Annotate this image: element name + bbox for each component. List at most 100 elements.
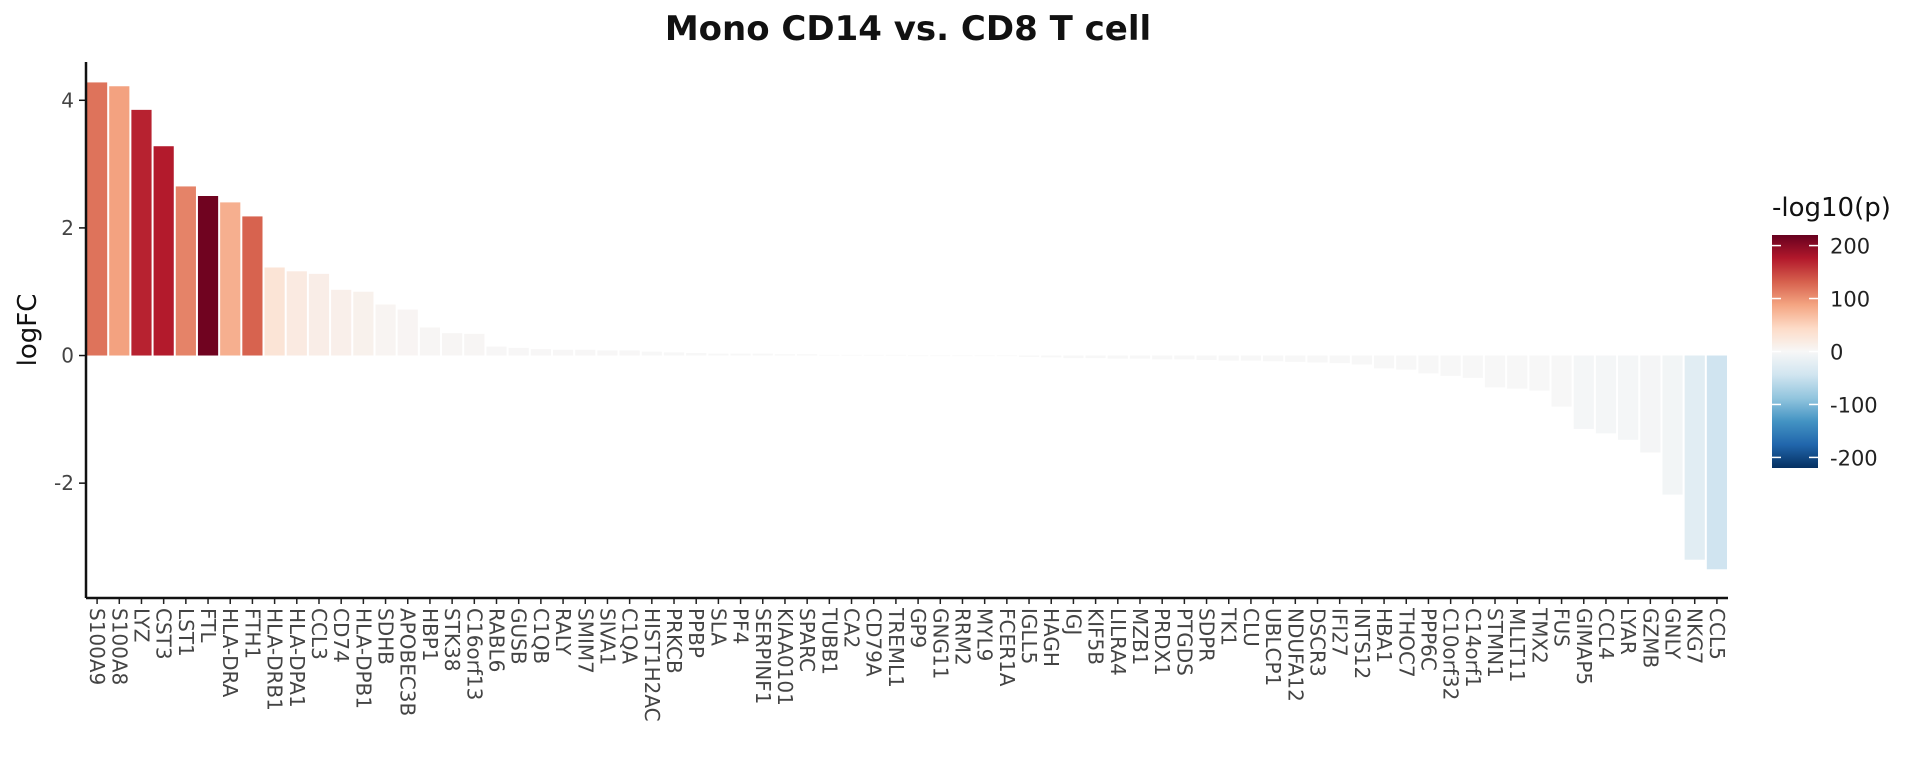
x-tick-label: C10orf32	[1439, 608, 1463, 700]
x-tick-label: CD74	[329, 608, 353, 663]
bar-c16orf13	[464, 333, 485, 356]
bar-sdpr	[1196, 355, 1217, 360]
x-tick-label: CCL4	[1594, 608, 1618, 660]
bar-lilra4	[1107, 355, 1128, 359]
bar-mllt11	[1507, 355, 1528, 389]
bar-fcer1a	[996, 355, 1017, 357]
x-tick-label: HLA-DPB1	[351, 608, 375, 709]
x-tick-label: GP9	[906, 608, 930, 648]
x-tick-label: FUS	[1550, 608, 1574, 647]
bar-sla	[708, 353, 729, 356]
x-tick-label: HAGH	[1039, 608, 1063, 667]
bar-clu	[1240, 355, 1262, 361]
bar-hla-drb1	[264, 267, 285, 356]
x-tick-label: C1QA	[618, 608, 642, 664]
x-tick-label: CCL3	[307, 608, 331, 660]
bar-hla-dra	[220, 202, 241, 356]
bar-c1qa	[619, 350, 640, 356]
x-tick-label: S100A8	[107, 608, 131, 685]
x-tick-label: HBP1	[418, 608, 442, 662]
x-tick-label: LYAR	[1616, 608, 1640, 655]
bar-fus	[1551, 355, 1572, 407]
x-tick-label: FTH1	[240, 608, 264, 659]
bar-ccl5	[1706, 355, 1727, 570]
bar-hist1h2ac	[641, 351, 662, 356]
bar-hla-dpa1	[286, 271, 307, 356]
bar-gp9	[908, 355, 929, 357]
x-tick-label: RRM2	[950, 608, 974, 666]
x-tick-label: SDPR	[1195, 608, 1219, 662]
bar-igj	[1063, 355, 1084, 359]
x-tick-label: HBA1	[1372, 608, 1396, 663]
x-tick-label: APOBEC3B	[396, 608, 420, 716]
bar-lyar	[1618, 355, 1639, 440]
x-tick-label: GUSB	[507, 608, 531, 665]
bar-ppbp	[686, 352, 707, 356]
y-tick-label: 2	[61, 216, 74, 240]
x-tick-label: NKG7	[1683, 608, 1707, 664]
bar-ints12	[1351, 355, 1372, 365]
bar-ftl	[197, 196, 219, 356]
x-tick-label: SLA	[706, 608, 730, 646]
x-tick-label: HLA-DRA	[218, 608, 242, 698]
y-tick-label: 4	[61, 88, 74, 112]
x-tick-label: FCER1A	[995, 608, 1019, 687]
x-tick-label: CLU	[1239, 608, 1263, 647]
bar-serpinf1	[752, 353, 773, 356]
x-tick-label: LYZ	[129, 608, 153, 642]
x-tick-label: CCL5	[1705, 608, 1729, 660]
chart-title: Mono CD14 vs. CD8 T cell	[665, 9, 1151, 49]
x-tick-label: MLLT11	[1505, 608, 1529, 682]
x-tick-label: C1QB	[529, 608, 553, 664]
x-tick-label: IGLL5	[1017, 608, 1041, 664]
colorbar-label: 0	[1830, 341, 1843, 365]
bar-sparc	[797, 354, 818, 356]
x-tick-label: SDHB	[374, 608, 398, 665]
bar-nkg7	[1684, 355, 1705, 560]
bar-stk38	[442, 333, 463, 356]
bar-gimap5	[1573, 355, 1594, 429]
x-tick-label: HLA-DPA1	[285, 608, 309, 708]
y-tick-label: -2	[54, 471, 74, 495]
bar-s100a8	[109, 86, 130, 356]
bar-tubb1	[819, 354, 840, 356]
bar-fth1	[242, 216, 263, 356]
x-tick-label: C14orf1	[1461, 608, 1485, 688]
x-tick-label: NDUFA12	[1283, 608, 1307, 702]
bar-ptgds	[1174, 355, 1195, 360]
x-tick-label: KIF5B	[1084, 608, 1108, 665]
bar-hba1	[1373, 355, 1395, 369]
x-tick-label: C16orf13	[462, 608, 486, 700]
x-tick-label: SPARC	[795, 608, 819, 672]
y-axis-title: logFC	[13, 294, 43, 367]
x-tick-label: TK1	[1217, 607, 1241, 646]
bar-gnly	[1662, 355, 1683, 495]
x-tick-label: PPP6C	[1416, 608, 1440, 671]
x-tick-label: KIAA0101	[773, 608, 797, 706]
x-tick-label: GNG11	[928, 608, 952, 679]
bar-hagh	[1041, 355, 1062, 358]
bar-tmx2	[1529, 355, 1550, 391]
bar-ca2	[841, 354, 862, 356]
bar-lst1	[175, 186, 196, 356]
x-tick-label: GZMB	[1638, 608, 1662, 668]
bar-sdhb	[375, 304, 396, 356]
bar-lyz	[131, 109, 152, 356]
bar-cd79a	[863, 354, 884, 356]
bar-apobec3b	[397, 309, 418, 356]
bar-c1qb	[530, 349, 551, 356]
x-tick-label: MZB1	[1128, 608, 1152, 665]
bar-ifi27	[1329, 355, 1350, 364]
x-tick-label: CA2	[840, 608, 864, 648]
plot-area: S100A9S100A8LYZCST3LST1FTLHLA-DRAFTH1HLA…	[54, 62, 1729, 722]
colorbar-label: 200	[1830, 235, 1870, 259]
x-tick-label: GNLY	[1661, 608, 1685, 660]
bar-c10orf32	[1440, 355, 1461, 376]
bar-kiaa0101	[774, 354, 796, 356]
x-tick-label: TREML1	[884, 607, 908, 688]
x-tick-label: PPBP	[684, 608, 708, 658]
x-tick-label: PRDX1	[1150, 608, 1174, 676]
colorbar-label: -200	[1830, 446, 1878, 470]
x-tick-label: CD79A	[862, 608, 886, 677]
x-tick-label: STMN1	[1483, 608, 1507, 678]
